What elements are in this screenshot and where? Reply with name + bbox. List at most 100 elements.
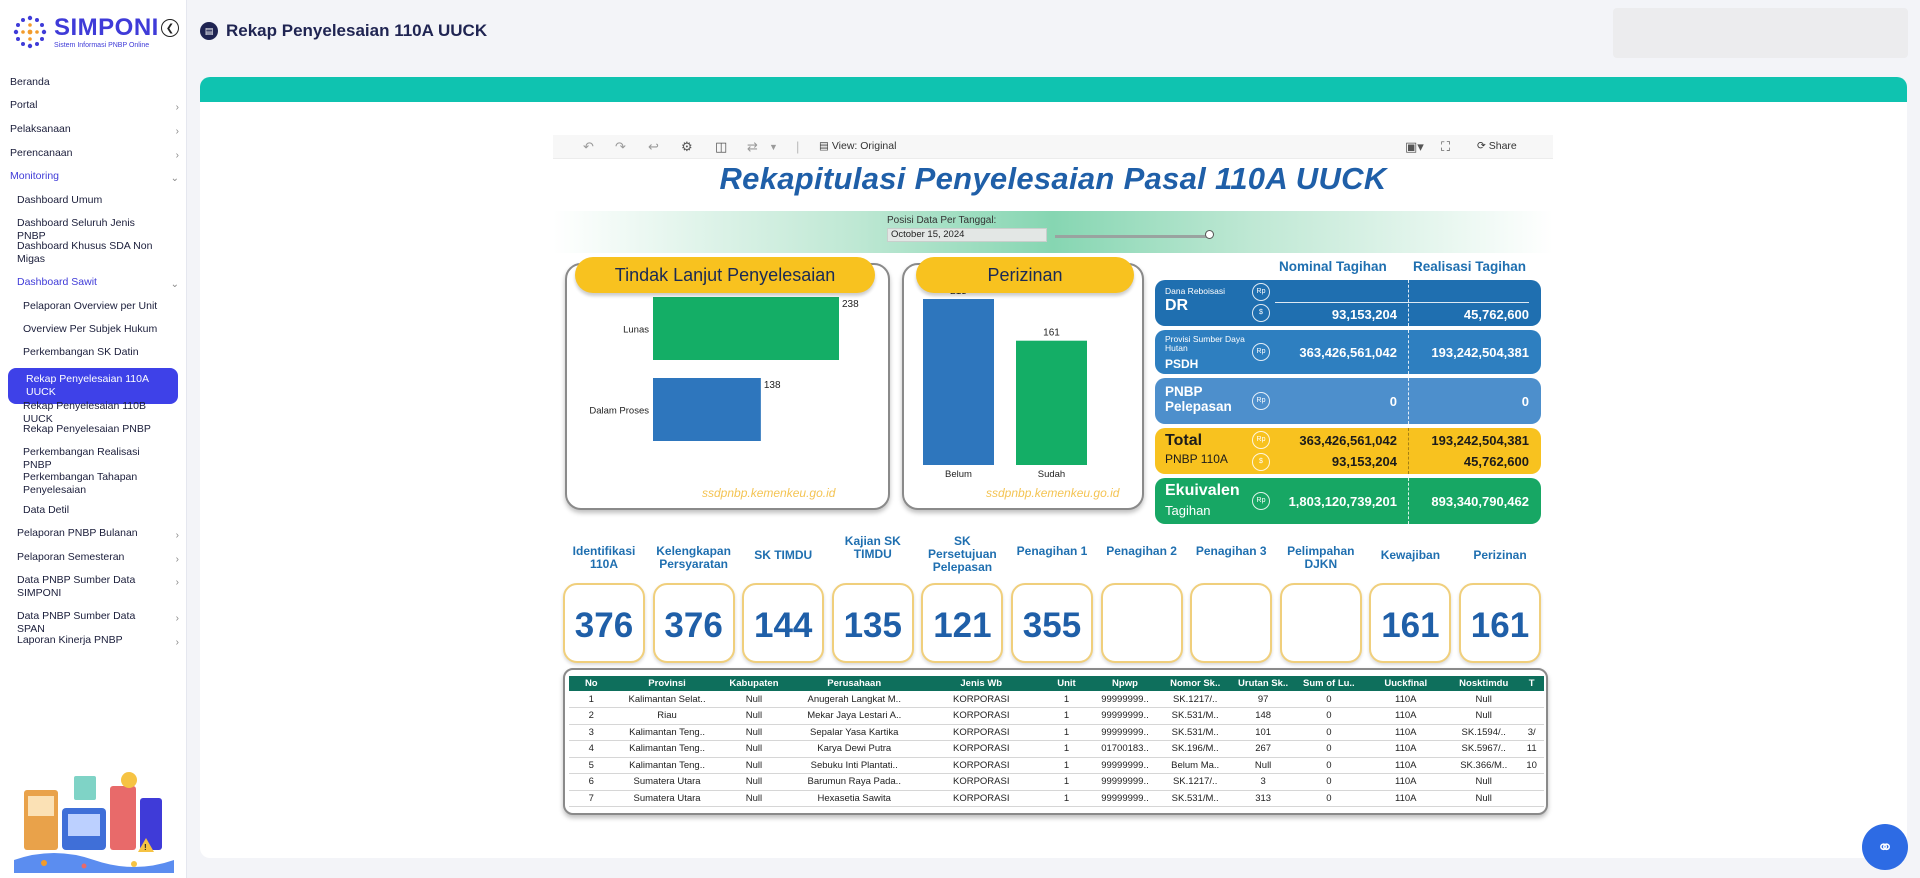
table-cell: 99999999.. — [1091, 790, 1159, 807]
refresh-data-icon[interactable]: ⚙ — [681, 139, 693, 154]
date-filter-input[interactable]: October 15, 2024 — [887, 228, 1047, 242]
chevron-down-icon[interactable]: ▼ — [769, 142, 778, 152]
table-cell: Riau — [613, 707, 721, 725]
table-column-header[interactable]: Sum of Lu.. — [1294, 676, 1364, 691]
table-body: 1 Kalimantan Selat.. Null Anugerah Langkat … — [569, 691, 1544, 807]
table-column-header[interactable]: Nosktimdu — [1448, 676, 1520, 691]
table-row[interactable]: 7 Sumatera Utara Null Hexasetia Sawita KORPO… — [569, 790, 1544, 807]
sidebar-item-dashboard-seluruh-jenis-pnbp[interactable]: Dashboard Seluruh Jenis PNBP — [0, 217, 186, 243]
kpi-value[interactable]: 161 — [1459, 583, 1541, 663]
collapse-sidebar-icon[interactable]: ❮ — [161, 19, 179, 37]
kpi-value[interactable]: 121 — [921, 583, 1004, 663]
sidebar-item-rekap-penyelesaian-pnbp[interactable]: Rekap Penyelesaian PNBP — [0, 423, 186, 436]
sidebar-item-label: Rekap Penyelesaian 110B UUCK — [23, 400, 146, 425]
sidebar-item-label: Data PNBP Sumber Data SIMPONI — [17, 574, 136, 599]
view-original-button[interactable]: ▤ View: Original — [819, 140, 897, 152]
sidebar-item-dashboard-sawit[interactable]: Dashboard Sawit ⌄ — [0, 276, 186, 290]
sidebar-item-pelaporan-overview-per-unit[interactable]: Pelaporan Overview per Unit — [0, 300, 186, 313]
sidebar-item-dashboard-umum[interactable]: Dashboard Umum — [0, 194, 186, 207]
sidebar-item-pelaporan-pnbp-bulanan[interactable]: Pelaporan PNBP Bulanan › — [0, 527, 186, 541]
table-column-header[interactable]: Perusahaan — [787, 676, 922, 691]
redo-icon[interactable]: ↷ — [615, 139, 626, 154]
revert-icon[interactable]: ↩ — [648, 139, 659, 154]
user-profile-area[interactable] — [1613, 8, 1908, 58]
table-column-header[interactable]: Provinsi — [613, 676, 721, 691]
kpi-value[interactable]: 355 — [1011, 583, 1093, 663]
app-logo[interactable]: SIMPONI Sistem Informasi PNBP Online — [12, 12, 162, 54]
data-source-icon[interactable]: ⇄ — [747, 139, 758, 154]
table-column-header[interactable]: Uuckfinal — [1363, 676, 1449, 691]
sidebar-illustration: ! — [14, 772, 174, 873]
table-column-header[interactable]: T — [1519, 676, 1544, 691]
share-button[interactable]: ⟳ Share — [1477, 140, 1517, 152]
table-column-header[interactable]: Npwp — [1091, 676, 1159, 691]
table-cell: KORPORASI — [921, 740, 1042, 758]
dr-small-label: Dana Reboisasi — [1165, 286, 1226, 296]
tindak-lanjut-title: Tindak Lanjut Penyelesaian — [575, 257, 875, 293]
fullscreen-icon[interactable]: ⛶ — [1441, 139, 1451, 154]
dr-realisasi: 45,762,600 — [1463, 307, 1529, 322]
table-cell: 99999999.. — [1091, 707, 1159, 725]
sidebar-item-overview-per-subjek-hukum[interactable]: Overview Per Subjek Hukum — [0, 323, 186, 336]
date-slider-track[interactable] — [1055, 235, 1211, 238]
kpi-label: Kewajiban — [1380, 548, 1441, 562]
table-column-header[interactable]: Nomor Sk.. — [1158, 676, 1232, 691]
table-column-header[interactable]: Kabupaten — [720, 676, 788, 691]
table-row[interactable]: 3 Kalimantan Teng.. Null Sepalar Yasa Karti… — [569, 724, 1544, 741]
table-row[interactable]: 2 Riau Null Mekar Jaya Lestari A.. KORPORASI… — [569, 707, 1544, 725]
sidebar-item-data-detil[interactable]: Data Detil — [0, 504, 186, 517]
sidebar-item-laporan-kinerja-pnbp[interactable]: Laporan Kinerja PNBP › — [0, 634, 186, 648]
sidebar-item-dashboard-khusus-sda-non-migas[interactable]: Dashboard Khusus SDA Non Migas — [0, 240, 186, 266]
sidebar-item-perkembangan-sk-datin[interactable]: Perkembangan SK Datin — [0, 346, 186, 359]
kpi-value[interactable] — [1100, 583, 1183, 663]
table-cell: Kalimantan Teng.. — [613, 757, 721, 774]
sidebar-item-perkembangan-realisasi-pnbp[interactable]: Perkembangan Realisasi PNBP — [0, 446, 186, 472]
sidebar-item-portal[interactable]: Portal › — [0, 99, 186, 113]
kpi-value[interactable]: 376 — [652, 583, 735, 663]
table-cell: Null — [720, 724, 788, 741]
table-column-header[interactable]: Urutan Sk.. — [1231, 676, 1295, 691]
headset-icon: ⚭ — [1876, 836, 1894, 859]
kpi-label: Penagihan 3 — [1195, 544, 1267, 558]
sidebar-item-label: Perkembangan SK Datin — [23, 346, 139, 358]
kpi-value[interactable]: 376 — [563, 583, 645, 663]
pause-updates-icon[interactable]: ◫ — [715, 139, 728, 154]
undo-icon[interactable]: ↶ — [583, 139, 594, 154]
date-filter-band: Posisi Data Per Tanggal: October 15, 202… — [553, 211, 1553, 253]
table-column-header[interactable]: Unit — [1041, 676, 1092, 691]
sidebar-item-perencanaan[interactable]: Perencanaan › — [0, 147, 186, 161]
table-cell: 97 — [1231, 691, 1295, 708]
help-support-button[interactable]: ⚭ — [1862, 824, 1908, 870]
sidebar-item-beranda[interactable]: Beranda — [0, 76, 186, 89]
sidebar-item-label: Dashboard Khusus SDA Non Migas — [17, 240, 153, 265]
sidebar-item-monitoring[interactable]: Monitoring ⌄ — [0, 170, 186, 184]
table-row[interactable]: 6 Sumatera Utara Null Barumun Raya Pada.. KO… — [569, 773, 1544, 791]
sidebar-item-rekap-penyelesaian-110b-uuck[interactable]: Rekap Penyelesaian 110B UUCK — [0, 400, 186, 426]
divider — [1408, 478, 1409, 524]
kpi-value[interactable] — [1279, 583, 1362, 663]
kpi-value[interactable] — [1190, 583, 1273, 663]
sidebar-item-data-pnbp-sumber-data-simponi[interactable]: Data PNBP Sumber Data SIMPONI › — [0, 574, 186, 600]
sidebar-item-pelaporan-semesteran[interactable]: Pelaporan Semesteran › — [0, 551, 186, 565]
table-cell: SK.531/M.. — [1158, 724, 1232, 741]
table-cell: 148 — [1231, 707, 1295, 725]
sidebar-item-pelaksanaan[interactable]: Pelaksanaan › — [0, 123, 186, 137]
table-column-header[interactable]: No — [569, 676, 614, 691]
detail-table-panel: No Provinsi Kabupaten Perusahaan Jenis Wb Uni… — [563, 668, 1548, 815]
sidebar-item-label: Data PNBP Sumber Data SPAN — [17, 610, 136, 635]
sidebar-item-data-pnbp-sumber-data-span[interactable]: Data PNBP Sumber Data SPAN › — [0, 610, 186, 636]
table-row[interactable]: 1 Kalimantan Selat.. Null Anugerah Langkat … — [569, 691, 1544, 708]
table-column-header[interactable]: Jenis Wb — [921, 676, 1042, 691]
device-layout-icon[interactable]: ▣▾ — [1405, 139, 1424, 154]
chevron-down-icon: ⌄ — [170, 173, 179, 184]
table-row[interactable]: 4 Kalimantan Teng.. Null Karya Dewi Putra KO… — [569, 740, 1544, 758]
date-slider-thumb[interactable] — [1205, 230, 1214, 239]
psdh-realisasi: 193,242,504,381 — [1431, 345, 1529, 360]
sidebar-item-perkembangan-tahapan-penyelesaian[interactable]: Perkembangan Tahapan Penyelesaian — [0, 471, 186, 497]
kpi-value[interactable]: 161 — [1369, 583, 1452, 663]
table-row[interactable]: 5 Kalimantan Teng.. Null Sebuku Inti Planta… — [569, 757, 1544, 774]
kpi-value[interactable]: 144 — [742, 583, 825, 663]
sidebar-item-rekap-penyelesaian-110a-uuck[interactable]: Rekap Penyelesaian 110A UUCK — [8, 368, 178, 404]
table-cell: 3 — [569, 724, 614, 741]
kpi-value[interactable]: 135 — [831, 583, 914, 663]
